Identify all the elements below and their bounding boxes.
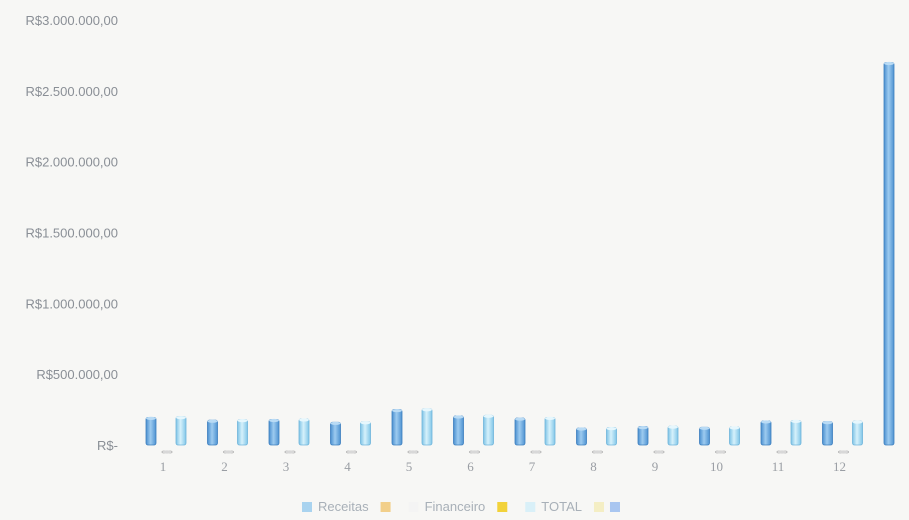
bar-receitas-cap — [884, 61, 894, 66]
bar-total — [606, 427, 617, 446]
bar-financeiro-cap — [531, 450, 541, 454]
legend-label: Financeiro — [425, 499, 486, 514]
x-tick-label: 10 — [710, 459, 723, 474]
bar-total-cap — [606, 426, 617, 431]
bar-receitas — [760, 420, 772, 446]
y-tick-label: R$2.000.000,00 — [25, 155, 118, 170]
y-tick-label: R$3.000.000,00 — [25, 13, 118, 28]
bar-receitas — [268, 419, 280, 446]
bar-total-cap — [176, 416, 186, 420]
bar-receitas — [822, 421, 833, 446]
x-tick-label: 8 — [590, 459, 597, 474]
y-tick-label: R$- — [97, 438, 118, 453]
bar-financeiro-cap — [838, 450, 849, 454]
bar-receitas — [453, 415, 464, 446]
bar-total — [298, 418, 310, 446]
bar-receitas-cap — [761, 420, 771, 424]
y-tick-label: R$1.000.000,00 — [25, 296, 118, 311]
legend: Receitas Financeiro TOTAL — [302, 499, 620, 514]
bar-receitas-cap — [699, 426, 710, 430]
x-tick-label: 6 — [467, 459, 474, 474]
bar-financeiro-cap — [346, 450, 357, 454]
legend-swatch — [609, 502, 620, 512]
bar-financeiro-cap — [469, 450, 480, 454]
bar-total-cap — [299, 418, 309, 422]
bar-total-cap — [545, 416, 555, 420]
x-tick-label: 1 — [160, 459, 167, 474]
bar-total-cap — [483, 414, 494, 418]
bar-financeiro-cap — [408, 450, 418, 454]
x-tick-label: 7 — [529, 459, 536, 474]
bar-total — [729, 426, 740, 446]
bar-financeiro-cap — [777, 450, 787, 454]
bar-total-cap — [852, 420, 863, 424]
bar-total-cap — [422, 408, 432, 412]
legend-swatch — [302, 502, 312, 512]
x-tick-label: 12 — [833, 459, 846, 474]
bars — [145, 61, 895, 454]
bar-receitas-cap — [576, 427, 587, 431]
bar-total — [237, 419, 248, 446]
bar-total-cap — [729, 426, 740, 430]
bar-receitas-cap — [269, 418, 279, 423]
legend-swatch — [593, 502, 604, 512]
bar-total — [667, 425, 679, 446]
bar-receitas-cap — [207, 419, 218, 423]
bar-receitas — [145, 416, 157, 446]
x-tick-label: 5 — [406, 459, 413, 474]
bar-total — [852, 420, 863, 446]
bar-financeiro-cap — [715, 450, 726, 454]
x-tick-label: 9 — [652, 459, 659, 474]
y-tick-label: R$1.500.000,00 — [25, 226, 118, 241]
bar-receitas-cap — [330, 421, 341, 425]
bar-receitas-cap — [638, 425, 648, 430]
bar-receitas-cap — [392, 408, 402, 413]
bar-receitas — [330, 421, 341, 446]
legend-swatch — [380, 502, 391, 512]
bar-total — [483, 414, 494, 446]
x-tick-label: 3 — [283, 459, 290, 474]
y-axis: R$- R$500.000,00 R$1.000.000,00 R$1.500.000… — [25, 13, 118, 453]
x-axis: 1 2 3 4 5 6 7 8 9 10 11 12 — [160, 459, 846, 474]
bar-total — [175, 416, 187, 446]
bar-total-cap — [237, 419, 248, 423]
legend-swatch — [497, 502, 508, 512]
bar-receitas — [699, 426, 710, 446]
bar-financeiro-cap — [162, 450, 172, 454]
bar-financeiro-cap — [223, 450, 234, 454]
bar-financeiro-cap — [285, 450, 295, 454]
bar-total — [360, 421, 371, 446]
bar-total — [544, 416, 556, 446]
bar-receitas-cap — [822, 421, 833, 425]
x-tick-label: 4 — [344, 459, 351, 474]
bar-total-cap — [668, 425, 678, 429]
legend-label: Receitas — [318, 499, 369, 514]
bar-receitas — [207, 419, 218, 446]
bar-financeiro-cap — [654, 450, 664, 454]
bar-receitas — [391, 409, 403, 446]
bar-receitas-cap — [146, 416, 156, 420]
bar-total-cap — [791, 419, 801, 423]
bar-total — [421, 408, 433, 446]
x-tick-label: 11 — [772, 459, 785, 474]
y-tick-label: R$2.500.000,00 — [25, 84, 118, 99]
bar-financeiro-cap — [592, 450, 603, 454]
bar-total-cap — [360, 421, 371, 425]
bar-receitas-cap — [515, 417, 525, 421]
bar-receitas — [637, 426, 649, 446]
x-tick-label: 2 — [221, 459, 228, 474]
y-tick-label: R$500.000,00 — [36, 367, 118, 382]
legend-swatch — [408, 502, 419, 512]
bar-receitas-cap — [453, 415, 464, 419]
bar-total — [790, 419, 802, 446]
legend-swatch — [525, 502, 536, 512]
legend-label: TOTAL — [541, 499, 582, 514]
bar-receitas — [883, 62, 895, 446]
bar-receitas — [514, 417, 526, 446]
